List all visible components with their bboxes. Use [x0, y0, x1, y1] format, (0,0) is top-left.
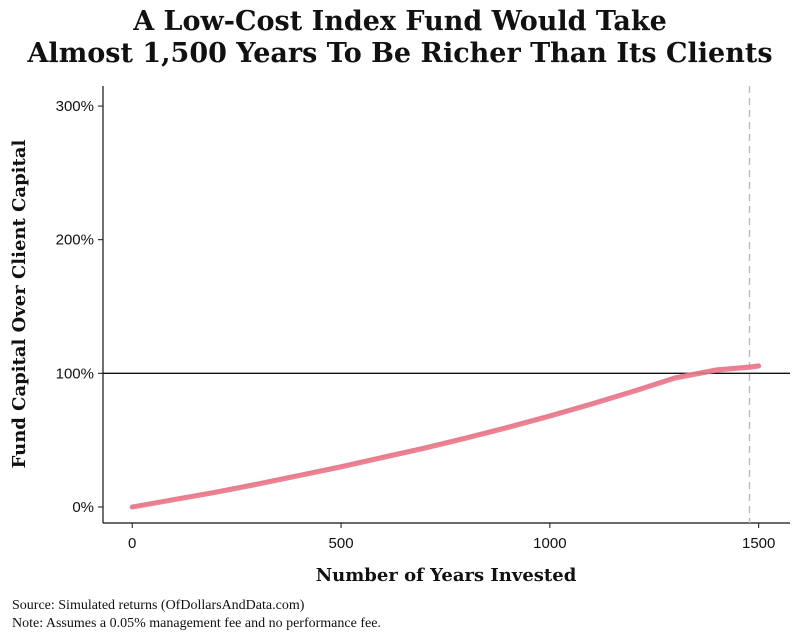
chart-title-line-2: Almost 1,500 Years To Be Richer Than Its…: [26, 38, 772, 69]
source-note: Source: Simulated returns (OfDollarsAndD…: [12, 598, 305, 613]
series-line-0: [129, 363, 762, 510]
y-axis-title: Fund Capital Over Client Capital: [9, 140, 30, 469]
x-tick-label: 0: [128, 535, 136, 552]
y-tick-label: 300%: [56, 98, 94, 115]
chart-title-line-1: A Low-Cost Index Fund Would Take: [132, 6, 667, 37]
x-axis-title: Number of Years Invested: [316, 565, 577, 586]
y-tick-label: 0%: [72, 499, 94, 516]
fee-note: Note: Assumes a 0.05% management fee and…: [12, 616, 381, 631]
x-tick-label: 500: [329, 535, 354, 552]
y-tick-label: 200%: [56, 232, 94, 249]
y-tick-label: 100%: [56, 365, 94, 382]
series-band-0: [130, 363, 760, 509]
x-tick-label: 1000: [533, 535, 566, 552]
plot-area: 0% 100% 200% 300% 0 500 1000 1500: [56, 86, 790, 552]
x-tick-label: 1500: [742, 535, 775, 552]
